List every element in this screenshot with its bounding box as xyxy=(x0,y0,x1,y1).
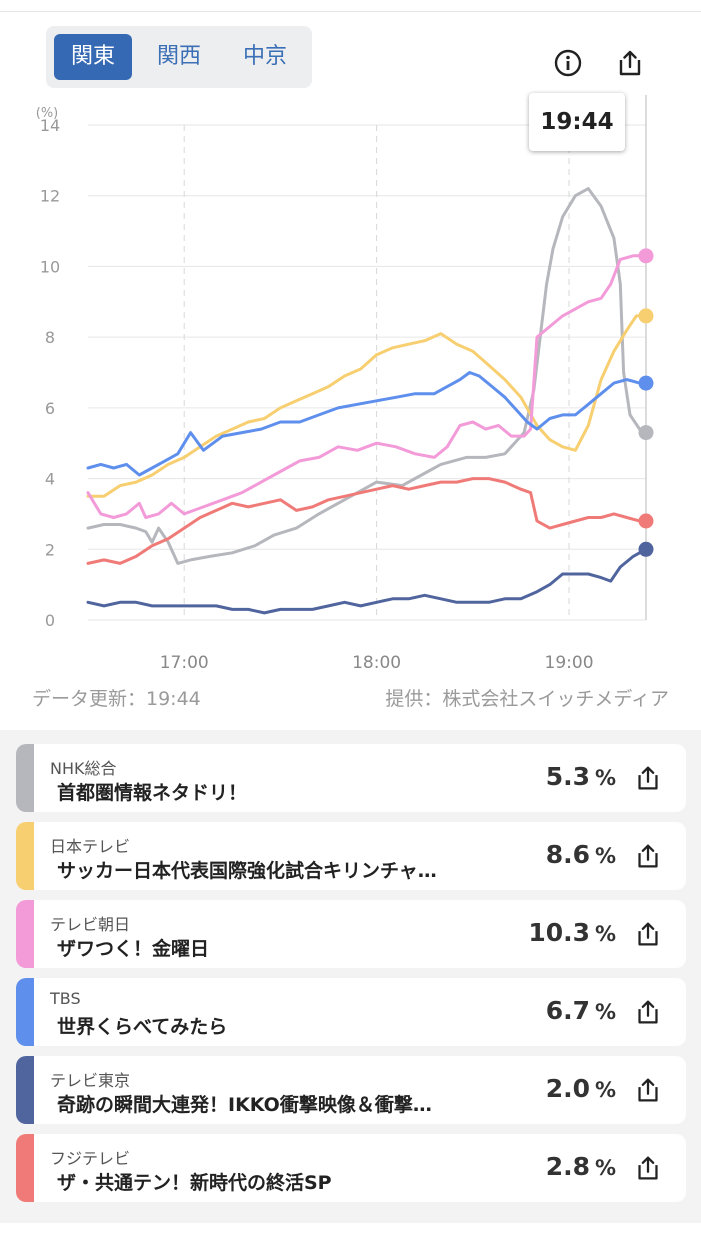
share-icon[interactable] xyxy=(613,46,647,80)
series-line xyxy=(86,477,648,565)
channel-name: 日本テレビ xyxy=(50,837,131,856)
program-title: ザワつく！金曜日 xyxy=(57,938,210,960)
rating-unit: % xyxy=(594,1156,616,1180)
region-tab-group: 関東 関西 中京 xyxy=(46,26,312,88)
series-line xyxy=(86,547,648,615)
y-tick-label: 4 xyxy=(45,470,55,489)
y-tick-label: 0 xyxy=(45,611,55,630)
tab-kansai[interactable]: 関西 xyxy=(156,44,201,69)
y-tick-label: 14 xyxy=(40,116,60,135)
ratings-line-chart: 0 2 4 6 8 10 12 14(%) 17:00 18:00 19:00 xyxy=(36,95,654,673)
channel-color-bar xyxy=(16,1056,34,1124)
program-title: 奇跡の瞬間大連発！IKKO衝撃映像＆衝撃… xyxy=(57,1094,432,1116)
data-provider-label: 提供：株式会社スイッチメディア xyxy=(385,688,669,710)
series-end-point xyxy=(638,425,654,441)
share-icon[interactable] xyxy=(632,1152,664,1184)
share-icon[interactable] xyxy=(632,1074,664,1106)
y-tick-label: 12 xyxy=(40,187,60,206)
channel-name: NHK総合 xyxy=(50,759,117,778)
rating-unit: % xyxy=(594,766,616,790)
y-tick-label: 6 xyxy=(45,399,55,418)
channel-card-nhk[interactable]: NHK総合 首都圏情報ネタドリ！ 5.3 % xyxy=(16,744,686,812)
share-icon[interactable] xyxy=(632,762,664,794)
channel-color-bar xyxy=(16,978,34,1046)
channel-list: NHK総合 首都圏情報ネタドリ！ 5.3 % 日本テレビ サッカー日本代表国際強… xyxy=(0,730,701,1223)
channel-name: TBS xyxy=(50,989,81,1008)
channel-card-tv-asahi[interactable]: テレビ朝日 ザワつく！金曜日 10.3 % xyxy=(16,900,686,968)
channel-card-ntv[interactable]: 日本テレビ サッカー日本代表国際強化試合キリンチャ… 8.6 % xyxy=(16,822,686,890)
y-tick-label: 2 xyxy=(45,540,55,559)
program-title: ザ・共通テン！新時代の終活SP xyxy=(57,1172,332,1194)
channel-name: フジテレビ xyxy=(50,1149,131,1168)
share-icon[interactable] xyxy=(632,918,664,950)
tab-chukyo[interactable]: 中京 xyxy=(242,44,287,69)
series-end-point xyxy=(638,308,654,324)
x-tick-label: 18:00 xyxy=(352,653,401,673)
series-end-point xyxy=(638,248,654,264)
rating-value: 10.3 xyxy=(528,918,590,947)
channel-name: テレビ朝日 xyxy=(50,915,131,934)
x-tick-label: 19:00 xyxy=(545,653,594,673)
tab-kanto[interactable]: 関東 xyxy=(54,34,132,80)
series-end-point xyxy=(638,513,654,529)
channel-color-bar xyxy=(16,822,34,890)
top-divider xyxy=(0,0,701,12)
share-icon[interactable] xyxy=(632,996,664,1028)
channel-color-bar xyxy=(16,900,34,968)
y-tick-label: 8 xyxy=(45,328,55,347)
channel-color-bar xyxy=(16,744,34,812)
channel-name: テレビ東京 xyxy=(50,1071,131,1090)
rating-value: 8.6 xyxy=(545,840,590,869)
time-tooltip: 19:44 xyxy=(529,93,625,151)
rating-unit: % xyxy=(594,844,616,868)
data-updated-label: データ更新：19:44 xyxy=(32,688,201,710)
series-line xyxy=(86,314,648,498)
share-icon[interactable] xyxy=(632,840,664,872)
channel-card-tbs[interactable]: TBS 世界くらべてみたら 6.7 % xyxy=(16,978,686,1046)
rating-value: 2.0 xyxy=(545,1074,590,1103)
channel-card-fuji[interactable]: フジテレビ ザ・共通テン！新時代の終活SP 2.8 % xyxy=(16,1134,686,1202)
channel-color-bar xyxy=(16,1134,34,1202)
program-title: 首都圏情報ネタドリ！ xyxy=(57,782,248,804)
series-line xyxy=(86,187,648,565)
rating-value: 5.3 xyxy=(545,762,590,791)
rating-unit: % xyxy=(594,922,616,946)
y-tick-label: 10 xyxy=(40,257,60,276)
series-end-point xyxy=(638,375,654,391)
x-tick-label: 17:00 xyxy=(160,653,209,673)
series-end-point xyxy=(638,541,654,557)
series-line xyxy=(86,254,648,519)
rating-value: 2.8 xyxy=(545,1152,590,1181)
rating-value: 6.7 xyxy=(545,996,590,1025)
program-title: 世界くらべてみたら xyxy=(57,1016,228,1038)
channel-card-tv-tokyo[interactable]: テレビ東京 奇跡の瞬間大連発！IKKO衝撃映像＆衝撃… 2.0 % xyxy=(16,1056,686,1124)
info-icon[interactable] xyxy=(551,46,585,80)
y-axis-unit: (%) xyxy=(36,106,59,121)
rating-unit: % xyxy=(594,1000,616,1024)
series-line xyxy=(86,371,648,477)
program-title: サッカー日本代表国際強化試合キリンチャ… xyxy=(57,860,437,882)
rating-unit: % xyxy=(594,1078,616,1102)
